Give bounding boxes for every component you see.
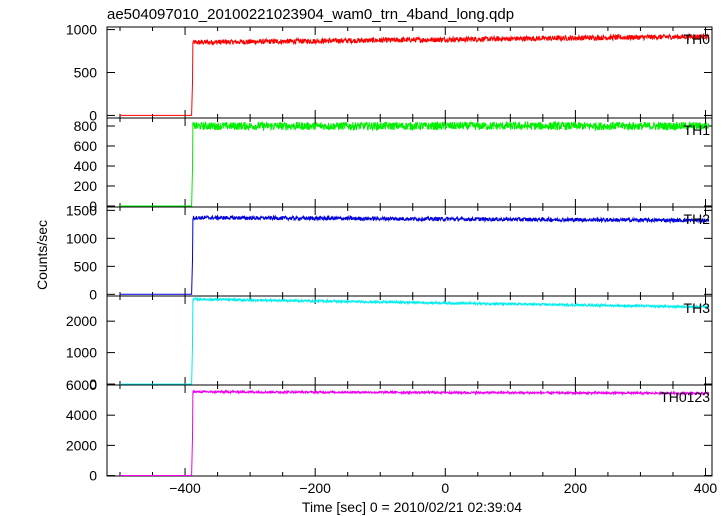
y-tick-label: 500: [74, 258, 98, 274]
series-line-th0: [120, 32, 710, 116]
panel-th0: 0 500 1000 TH0: [66, 22, 713, 123]
x-tick-label: −400: [169, 480, 201, 496]
y-axis-label: Counts/sec: [34, 220, 50, 290]
panel-frame: [106, 384, 713, 477]
x-axis: −400 −200 0 200 400: [169, 480, 717, 496]
panel-frame: [106, 117, 713, 208]
y-tick-label: 1000: [66, 230, 97, 246]
x-tick-label: 200: [564, 480, 588, 496]
panel-th2: 0 500 1000 1500 TH2: [66, 202, 713, 302]
series-label: TH3: [684, 300, 711, 316]
x-tick-label: −200: [299, 480, 331, 496]
panel-th0123: 0 2000 4000 6000 TH0123: [66, 377, 713, 484]
series-line-th3: [120, 296, 710, 385]
series-label: TH1: [684, 122, 711, 138]
series-line-th1: [120, 120, 710, 207]
y-tick-label: 800: [74, 118, 98, 134]
y-tick-label: 400: [74, 158, 98, 174]
y-tick-label: 0: [89, 286, 97, 302]
series-line-th2: [120, 214, 710, 295]
series-line-th0123: [120, 389, 710, 476]
panel-th3: 0 1000 2000 TH3: [66, 295, 713, 392]
chart-title: ae504097010_20100221023904_wam0_trn_4ban…: [107, 6, 514, 23]
y-tick-label: 0: [89, 107, 97, 123]
y-tick-label: 6000: [66, 377, 97, 393]
y-tick-label: 4000: [66, 407, 97, 423]
x-tick-label: 0: [441, 480, 449, 496]
panels-group: 0 500 1000 TH0 0 200 400 600 800 TH1 0 500 1000 1500 T…: [66, 22, 713, 484]
series-label: TH0123: [660, 389, 710, 405]
x-tick-label: 400: [694, 480, 718, 496]
y-tick-label: 2000: [66, 313, 97, 329]
series-label: TH2: [684, 211, 711, 227]
panel-th1: 0 200 400 600 800 TH1: [74, 117, 713, 214]
y-tick-label: 0: [89, 198, 97, 214]
y-tick-label: 1000: [66, 345, 97, 361]
y-tick-label: 1500: [66, 202, 97, 218]
y-tick-label: 2000: [66, 437, 97, 453]
y-tick-label: 1000: [66, 22, 97, 38]
panel-frame: [106, 295, 713, 386]
x-axis-label: Time [sec] 0 = 2010/02/21 02:39:04: [302, 499, 522, 515]
y-tick-label: 500: [74, 65, 98, 81]
y-tick-label: 600: [74, 138, 98, 154]
y-tick-label: 0: [89, 468, 97, 484]
y-tick-label: 200: [74, 178, 98, 194]
series-label: TH0: [684, 31, 711, 47]
y-tick-label: 0: [89, 376, 97, 392]
